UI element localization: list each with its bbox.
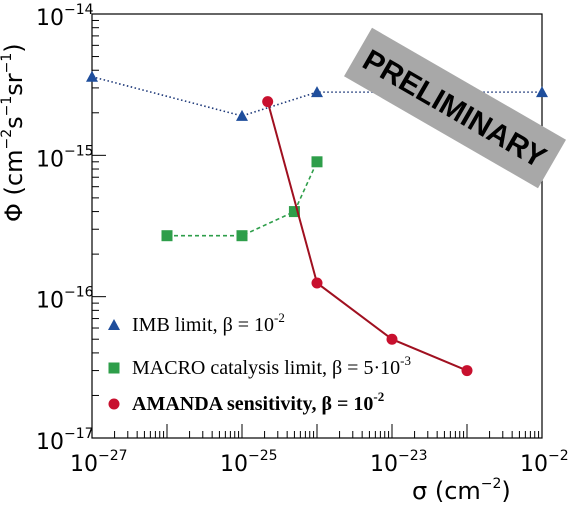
data-point xyxy=(311,277,323,289)
legend-item: MACRO catalysis limit, β = 5·10-3 xyxy=(108,353,411,379)
series-line xyxy=(266,101,468,372)
legend-item: IMB limit, β = 10-2 xyxy=(108,310,285,336)
y-tick-label: 10−16 xyxy=(36,285,94,314)
data-point xyxy=(236,109,248,121)
legend-marker xyxy=(108,362,120,374)
stamp-box xyxy=(344,27,566,189)
x-tick-label: 10−27 xyxy=(70,448,128,477)
legend-label: IMB limit, β = 10-2 xyxy=(132,310,285,336)
y-tick-label: 10−17 xyxy=(36,426,94,455)
data-point xyxy=(536,86,548,98)
series-square xyxy=(161,156,323,242)
legend-marker xyxy=(108,319,120,330)
legend: IMB limit, β = 10-2 MACRO catalysis limit… xyxy=(108,310,411,415)
y-tick-label: 10−14 xyxy=(36,2,94,31)
data-point xyxy=(236,230,248,242)
series-line xyxy=(167,161,318,237)
legend-label: MACRO catalysis limit, β = 5·10-3 xyxy=(132,353,411,379)
legend-marker xyxy=(108,398,120,410)
legend-item: AMANDA sensitivity, β = 10-2 xyxy=(108,389,384,415)
y-axis-title: Φ (cm−2s−1sr−1) xyxy=(0,43,28,222)
data-point xyxy=(161,230,173,242)
data-point xyxy=(461,365,473,377)
y-tick-label: 10−15 xyxy=(36,143,94,172)
data-point xyxy=(288,206,300,218)
legend-label: AMANDA sensitivity, β = 10-2 xyxy=(132,389,384,415)
data-point xyxy=(386,333,398,345)
x-axis-title: σ (cm−2) xyxy=(412,476,511,505)
series-circle xyxy=(262,96,473,377)
data-point xyxy=(311,156,323,168)
data-point xyxy=(86,70,98,82)
x-tick-label: 10−25 xyxy=(220,448,278,477)
x-tick-label: 10−21 xyxy=(520,448,570,477)
data-point xyxy=(311,86,323,98)
data-point xyxy=(262,96,274,108)
x-tick-label: 10−23 xyxy=(370,448,428,477)
